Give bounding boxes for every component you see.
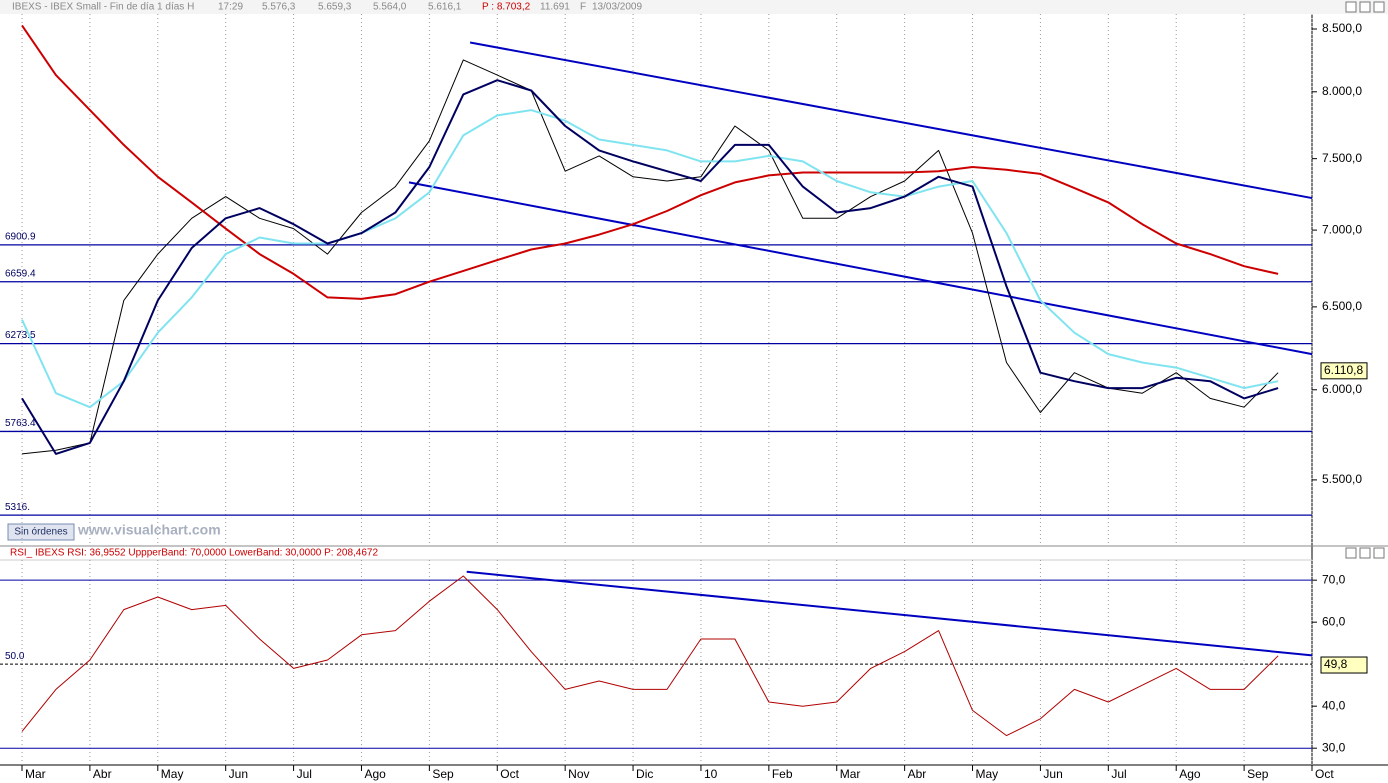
high: 5.659,3 — [318, 2, 352, 13]
time: 17:29 — [218, 2, 243, 13]
level-label: 6659.4 — [5, 268, 36, 279]
y-tick-label: 6.500,0 — [1322, 299, 1362, 313]
series-line — [21, 109, 1279, 409]
last-value-box — [1320, 656, 1368, 674]
date: 13/03/2009 — [592, 2, 642, 13]
orders-button[interactable] — [7, 523, 75, 541]
close-button[interactable] — [1373, 1, 1385, 13]
maximize[interactable] — [1359, 1, 1371, 13]
rsi-title: RSI_ IBEXS RSI: 36,9552 UppperBand: 70,0… — [10, 548, 378, 559]
trendline — [466, 570, 1313, 657]
x-tick-label: Dic — [636, 767, 653, 781]
y-tick-label: 6.000,0 — [1322, 382, 1362, 396]
symbol: IBEXS - IBEX Small - Fin de día 1 días H — [12, 2, 194, 13]
series-line — [21, 59, 1279, 455]
x-tick-label: 10 — [704, 767, 718, 781]
trendline — [469, 41, 1313, 200]
minimize[interactable] — [1345, 547, 1357, 559]
x-tick-label: Jul — [1111, 767, 1126, 781]
x-tick-label: May — [976, 767, 999, 781]
window-buttons[interactable] — [1345, 1, 1385, 559]
x-tick-label: Mar — [840, 767, 861, 781]
watermark: www.visualchart.com — [77, 522, 221, 538]
x-tick-label: Jun — [229, 767, 248, 781]
level-label: 6273.5 — [5, 330, 36, 341]
open: 5.576,3 — [262, 2, 296, 13]
level-label: 5763.4 — [5, 418, 36, 429]
y-tick-label: 5.500,0 — [1322, 472, 1362, 486]
y-tick-label: 7.000,0 — [1322, 222, 1362, 236]
close: 5.616,1 — [428, 2, 462, 13]
header-bar — [0, 0, 1388, 14]
series-line — [21, 24, 1279, 300]
volume: 11.691 — [540, 2, 570, 13]
flag: F — [580, 2, 586, 13]
close-button[interactable] — [1373, 547, 1385, 559]
midline-label: 50.0 — [5, 651, 25, 662]
x-tick-label: Oct — [1315, 767, 1334, 781]
series-line — [21, 79, 1279, 455]
x-tick-label: Ago — [1179, 767, 1201, 781]
x-tick-label: Nov — [568, 767, 589, 781]
level-label: 5316. — [5, 502, 30, 513]
y-tick-label: 8.000,0 — [1322, 84, 1362, 98]
x-tick-label: Abr — [908, 767, 927, 781]
trendline — [408, 181, 1313, 356]
x-tick-label: Feb — [772, 767, 793, 781]
last-value-label: 49,8 — [1324, 657, 1348, 671]
x-tick-label: May — [161, 767, 184, 781]
x-tick-label: Ago — [364, 767, 386, 781]
y-tick-label: 8.500,0 — [1322, 21, 1362, 35]
orders-button-label[interactable]: Sin órdenes — [14, 527, 67, 538]
x-tick-label: Sep — [432, 767, 454, 781]
y-tick-label: 30,0 — [1322, 740, 1346, 754]
x-tick-label: Sep — [1247, 767, 1269, 781]
last-value-box — [1320, 362, 1368, 380]
x-tick-label: Abr — [93, 767, 112, 781]
x-tick-label: Jun — [1043, 767, 1062, 781]
y-tick-label: 60,0 — [1322, 614, 1346, 628]
p-value: P : 8.703,2 — [482, 2, 531, 13]
level-label: 6900.9 — [5, 232, 36, 243]
low: 5.564,0 — [373, 2, 407, 13]
minimize[interactable] — [1345, 1, 1357, 13]
x-tick-label: Mar — [25, 767, 46, 781]
series-line — [21, 575, 1279, 737]
y-tick-label: 7.500,0 — [1322, 151, 1362, 165]
x-tick-label: Oct — [500, 767, 519, 781]
y-tick-label: 40,0 — [1322, 698, 1346, 712]
maximize[interactable] — [1359, 547, 1371, 559]
x-tick-label: Jul — [297, 767, 312, 781]
y-tick-label: 70,0 — [1322, 572, 1346, 586]
last-value-label: 6.110,8 — [1324, 363, 1363, 377]
